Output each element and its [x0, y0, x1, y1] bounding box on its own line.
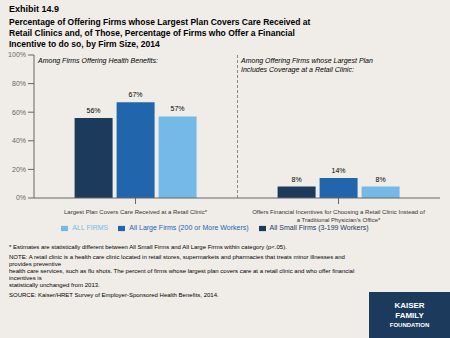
svg-text:80%: 80%: [12, 80, 26, 87]
html-text:All Large Firms (200 or More W: All Large Firms (200 or More Workers): [129, 224, 249, 231]
html-text:All Small Firms (3-199 Workers: All Small Firms (3-199 Workers): [269, 224, 369, 231]
svg-text:Largest Plan Covers Care Recei: Largest Plan Covers Care Received at a R…: [64, 209, 208, 215]
html-text:* Estimates are statistically: * Estimates are statistically different …: [9, 244, 287, 250]
html-text:Exhibit 14.9: Exhibit 14.9: [9, 4, 59, 14]
html-text:KAISER: KAISER: [394, 300, 425, 310]
svg-text:67%: 67%: [129, 91, 143, 98]
svg-text:57%: 57%: [171, 105, 185, 112]
svg-text:8%: 8%: [376, 176, 386, 183]
svg-text:100%: 100%: [8, 51, 26, 58]
svg-text:56%: 56%: [87, 107, 101, 114]
svg-text:0%: 0%: [16, 194, 26, 201]
html-text:ALL FIRMS: ALL FIRMS: [72, 224, 109, 231]
html-text:FAMILY: FAMILY: [395, 310, 424, 320]
html-text:Among Firms Offering Health Be: Among Firms Offering Health Benefits:: [38, 57, 158, 64]
svg-text:60%: 60%: [12, 109, 26, 116]
html-text:Among Offering Firms whose Lar: Among Offering Firms whose Largest Plan …: [241, 57, 373, 73]
svg-text:14%: 14%: [332, 167, 346, 174]
html-text:FOUNDATION: FOUNDATION: [389, 321, 430, 328]
svg-text:40%: 40%: [12, 137, 26, 144]
html-text:NOTE: A retail clinic is a hea: NOTE: A retail clinic is a health care c…: [9, 254, 355, 288]
svg-text:20%: 20%: [12, 166, 26, 173]
html-text:SOURCE: Kaiser/HRET Survey of: SOURCE: Kaiser/HRET Survey of Employer-S…: [9, 292, 219, 298]
svg-text:Offers Financial Incentives fo: Offers Financial Incentives for Choosing…: [252, 209, 425, 223]
svg-text:8%: 8%: [292, 176, 302, 183]
html-text:Percentage of Offering Firms w: Percentage of Offering Firms whose Large…: [9, 17, 311, 49]
